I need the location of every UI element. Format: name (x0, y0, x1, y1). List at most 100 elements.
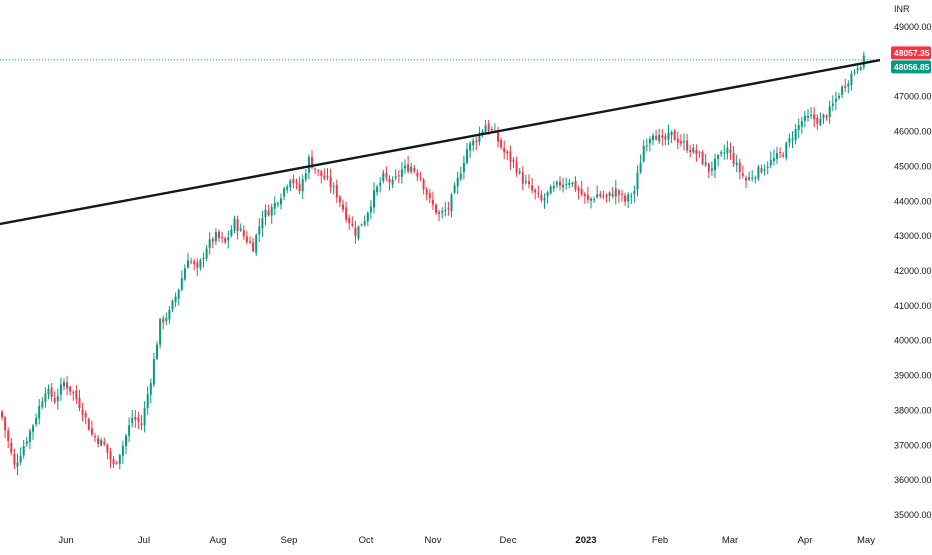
candle (273, 196, 276, 216)
candle (655, 129, 658, 141)
candle (404, 159, 406, 174)
candle (428, 188, 431, 204)
candle (512, 157, 515, 169)
candle (593, 196, 596, 203)
candle (608, 191, 611, 202)
candle (614, 180, 617, 205)
candle (373, 182, 375, 214)
candle (264, 204, 267, 226)
candle (503, 140, 506, 160)
candle (726, 140, 729, 160)
candle (766, 161, 769, 175)
y-tick-label: 39000.00 (894, 371, 932, 381)
candle (506, 149, 509, 160)
candle (208, 232, 211, 255)
candle (280, 193, 282, 210)
candle (32, 424, 34, 440)
candle (391, 176, 394, 189)
candle (692, 143, 695, 155)
candle (568, 178, 571, 188)
price-badges: 48057.35 48056.85 (891, 46, 931, 74)
candle (239, 223, 242, 232)
candle (252, 237, 255, 253)
candle (103, 437, 106, 447)
candle (841, 84, 844, 99)
candle (174, 292, 177, 308)
candle (112, 455, 115, 469)
candle (772, 149, 775, 166)
candle (7, 427, 10, 449)
candle (69, 385, 72, 396)
y-tick-label: 47000.00 (894, 92, 932, 102)
candle (531, 177, 534, 194)
candle (19, 447, 22, 465)
candle (698, 150, 701, 158)
candle (317, 169, 320, 177)
candle (624, 192, 627, 206)
candle (289, 178, 292, 192)
candle (326, 167, 329, 181)
candle (66, 376, 69, 396)
candle (859, 65, 862, 72)
price-badge-label: 48057.35 (894, 48, 930, 58)
candle (667, 124, 670, 146)
candle (518, 167, 521, 176)
candle (38, 399, 41, 425)
candle (400, 162, 403, 184)
price-badge-label: 48056.85 (894, 62, 930, 72)
candle (245, 230, 248, 245)
candle (831, 95, 834, 112)
x-tick-label: Oct (359, 535, 374, 546)
candle (255, 233, 258, 257)
candle (224, 236, 227, 245)
candle (118, 453, 121, 470)
candle (199, 258, 202, 271)
candle (763, 164, 766, 176)
candle (825, 114, 828, 121)
candle (819, 112, 822, 127)
candle (354, 220, 357, 244)
candle (286, 184, 289, 194)
candle (106, 443, 109, 460)
candle (776, 146, 778, 165)
y-tick-label: 43000.00 (894, 231, 932, 241)
candle (394, 169, 397, 181)
candle (636, 165, 639, 197)
candle (621, 189, 623, 202)
candle (422, 177, 425, 195)
candle (335, 179, 338, 203)
candle (546, 190, 549, 204)
candle (524, 175, 527, 185)
candle (177, 288, 180, 306)
candle (159, 317, 162, 349)
candle (416, 169, 419, 182)
candle (196, 258, 199, 276)
candle (168, 306, 171, 324)
candle (710, 161, 713, 176)
candle (258, 217, 261, 243)
price-axis: INR 49000.00 47000.00 46000.00 45000.00 44000… (894, 4, 932, 520)
candle (25, 436, 28, 447)
candle (385, 166, 388, 182)
candle (149, 378, 152, 404)
candle (146, 386, 149, 415)
candle (717, 153, 720, 167)
candle (769, 151, 772, 169)
candle (131, 409, 134, 428)
candle (109, 447, 112, 468)
x-tick-label: Mar (722, 535, 738, 546)
candle (438, 209, 441, 222)
candle (332, 182, 335, 195)
y-tick-label: 40000.00 (894, 336, 932, 346)
candle (78, 390, 81, 412)
candle (165, 312, 168, 326)
candle (261, 210, 264, 238)
trendline[interactable] (0, 58, 881, 226)
candle (645, 138, 648, 152)
candle (459, 166, 462, 182)
candle (559, 176, 561, 191)
candle (521, 166, 524, 191)
candle (577, 185, 580, 200)
